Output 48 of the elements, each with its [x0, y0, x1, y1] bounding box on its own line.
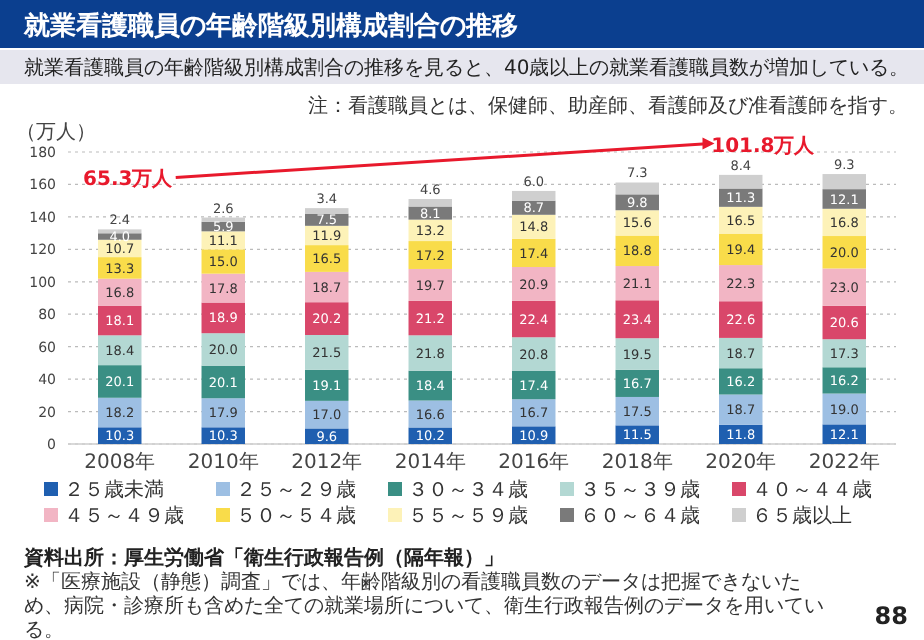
bar — [305, 334, 349, 370]
x-tick-label: 2014年 — [394, 450, 466, 474]
legend-label: ５０～５４歳 — [236, 504, 356, 528]
legend-label: ３５～３９歳 — [580, 478, 700, 502]
legend-label: ４０～４４歳 — [752, 478, 872, 502]
x-tick-label: 2020年 — [705, 450, 777, 474]
bar — [408, 241, 452, 269]
bar — [615, 300, 659, 339]
bar — [408, 335, 452, 371]
bar — [719, 174, 763, 189]
bar — [512, 190, 556, 201]
x-tick-label: 2016年 — [498, 450, 570, 474]
text: 88 — [874, 602, 908, 630]
bar — [98, 365, 142, 398]
y-axis-title: （万人） — [16, 122, 96, 144]
legend-label: ６５歳以上 — [752, 504, 852, 528]
bar — [615, 266, 659, 301]
bar — [615, 182, 659, 195]
bar — [305, 302, 349, 335]
x-tick-label: 2012年 — [291, 450, 363, 474]
chart-title: 就業看護職員の年齢階級別構成割合の推移 — [22, 10, 518, 42]
annotation: 65.3万人 — [83, 167, 175, 192]
bar — [719, 301, 763, 338]
bar — [305, 208, 349, 214]
bar — [408, 300, 452, 336]
legend-label: ４５～４９歳 — [64, 504, 184, 528]
text: 注：看護職員とは、保健師、助産師、看護師及び准看護師を指す。 — [308, 94, 908, 118]
text: 資料出所：厚生労働省「衛生行政報告例（隔年報）」 — [22, 546, 504, 570]
bar — [719, 265, 763, 302]
bar — [408, 199, 452, 207]
bar — [615, 338, 659, 370]
x-tick-label: 2010年 — [187, 450, 259, 474]
legend-label: ２５歳未満 — [64, 478, 164, 502]
bar — [408, 268, 452, 301]
bar — [822, 367, 866, 394]
bar — [822, 268, 866, 306]
text: ※「医療施設（静態）調査」では、年齢階級別の看護職員数のデータは把握できないため、病院・診療所も含めた全ての就業場所について、衛生行政報告例のデータを用いている。 — [24, 572, 824, 640]
x-tick-label: 2022年 — [808, 450, 880, 474]
x-tick-label: 2018年 — [601, 450, 673, 474]
bar — [201, 333, 245, 366]
legend-label: ２５～２９歳 — [236, 478, 356, 502]
chart-subtitle: 就業看護職員の年齢階級別構成割合の推移を見ると、40歳以上の就業看護職員数が増加している。 — [24, 56, 910, 80]
bar — [822, 174, 866, 190]
legend-label: ５５～５９歳 — [408, 504, 528, 528]
legend-label: ３０～３４歳 — [408, 478, 528, 502]
x-tick-label: 2008年 — [84, 450, 156, 474]
annotation: 101.8万人 — [711, 133, 817, 158]
legend-label: ６０～６４歳 — [580, 504, 700, 528]
